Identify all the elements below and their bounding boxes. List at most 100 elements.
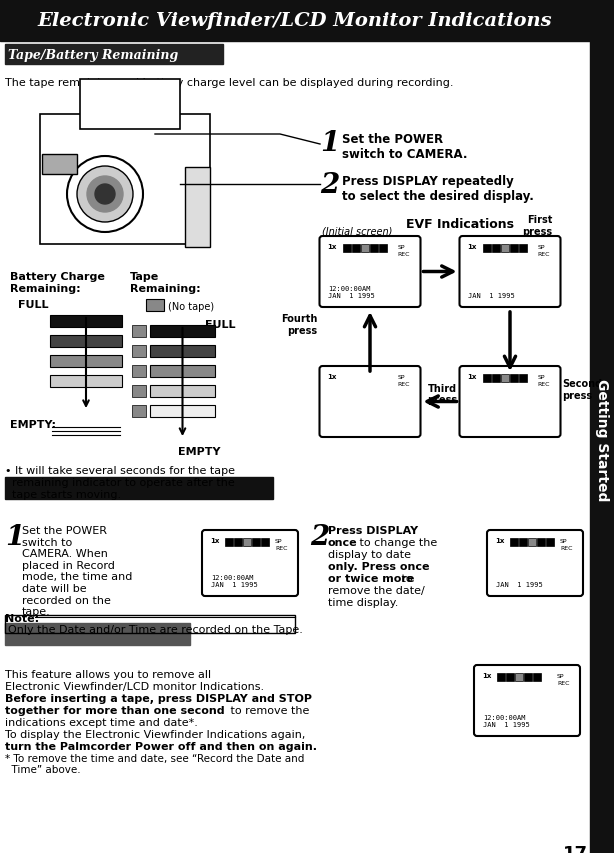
- Text: Only the Date and/or Time are recorded on the Tape.: Only the Date and/or Time are recorded o…: [8, 624, 303, 635]
- Bar: [510, 374, 518, 382]
- Bar: [132, 405, 146, 417]
- Text: or twice more: or twice more: [328, 573, 414, 583]
- Text: Getting Started: Getting Started: [595, 379, 609, 501]
- Text: Tape: Tape: [130, 272, 159, 281]
- Bar: [500, 374, 508, 382]
- Text: to: to: [398, 573, 413, 583]
- Text: Remaining:: Remaining:: [10, 284, 80, 293]
- Text: tape starts moving.: tape starts moving.: [5, 490, 121, 499]
- Text: Third
press: Third press: [427, 383, 457, 405]
- Text: JAN  1 1995: JAN 1 1995: [328, 293, 375, 299]
- Text: This feature allows you to remove all: This feature allows you to remove all: [5, 670, 211, 679]
- Text: to change the: to change the: [356, 537, 437, 548]
- Bar: [5, 45, 223, 65]
- Bar: [378, 245, 386, 252]
- Text: * To remove the time and date, see “Record the Date and: * To remove the time and date, see “Reco…: [5, 753, 305, 763]
- Text: Display-Off Mode: Display-Off Mode: [8, 647, 143, 661]
- FancyBboxPatch shape: [459, 237, 561, 308]
- Text: -: -: [160, 299, 166, 310]
- Text: EMPTY:: EMPTY:: [10, 420, 56, 430]
- Text: SP: SP: [397, 245, 405, 250]
- Bar: [50, 335, 122, 347]
- Text: • It will take several seconds for the tape: • It will take several seconds for the t…: [5, 466, 235, 475]
- Bar: [243, 538, 251, 547]
- Bar: [506, 673, 514, 682]
- Bar: [491, 374, 500, 382]
- Bar: [150, 366, 215, 378]
- Bar: [42, 154, 77, 175]
- Bar: [150, 326, 215, 338]
- Text: (No tape): (No tape): [168, 302, 214, 311]
- Text: 1x: 1x: [327, 374, 337, 380]
- Bar: [590, 0, 614, 853]
- Text: 12:00:00AM: 12:00:00AM: [211, 574, 254, 580]
- Text: 12:00:00AM: 12:00:00AM: [483, 714, 526, 720]
- Text: SP: SP: [557, 673, 564, 678]
- Text: Electronic Viewfinder/LCD Monitor Indications: Electronic Viewfinder/LCD Monitor Indica…: [37, 12, 553, 30]
- Text: REC: REC: [537, 381, 550, 386]
- FancyBboxPatch shape: [319, 367, 421, 438]
- Bar: [519, 538, 527, 547]
- Text: (Initial screen): (Initial screen): [322, 227, 393, 237]
- FancyBboxPatch shape: [474, 665, 580, 736]
- Bar: [132, 366, 146, 378]
- Text: REC: REC: [397, 381, 410, 386]
- Text: FULL: FULL: [205, 320, 236, 329]
- Bar: [483, 245, 491, 252]
- Text: EMPTY: EMPTY: [178, 446, 220, 456]
- Bar: [5, 615, 295, 633]
- Text: 1x: 1x: [482, 672, 491, 678]
- Text: 12:00:00AM: 12:00:00AM: [328, 286, 371, 292]
- Text: together for more than one second: together for more than one second: [5, 705, 225, 715]
- Text: Remaining:: Remaining:: [130, 284, 201, 293]
- Bar: [185, 168, 210, 247]
- Bar: [132, 386, 146, 397]
- Text: turn the Palmcorder Power off and then on again.: turn the Palmcorder Power off and then o…: [5, 741, 317, 751]
- Bar: [146, 299, 164, 311]
- Bar: [497, 673, 505, 682]
- Text: display to date: display to date: [328, 549, 411, 560]
- Text: First
press: First press: [523, 215, 553, 237]
- Circle shape: [67, 157, 143, 233]
- Bar: [515, 673, 523, 682]
- Text: SP: SP: [537, 374, 545, 380]
- Bar: [132, 326, 146, 338]
- Bar: [510, 538, 518, 547]
- Text: Set the POWER
switch to CAMERA.: Set the POWER switch to CAMERA.: [342, 133, 467, 161]
- Text: Before inserting a tape, press DISPLAY and STOP: Before inserting a tape, press DISPLAY a…: [5, 693, 312, 703]
- Text: time display.: time display.: [328, 597, 398, 607]
- Text: 1: 1: [320, 130, 340, 157]
- Circle shape: [87, 177, 123, 212]
- Text: Record the Date and Time: Record the Date and Time: [8, 502, 212, 515]
- Text: The tape remaining and battery charge level can be displayed during recording.: The tape remaining and battery charge le…: [5, 78, 454, 88]
- FancyBboxPatch shape: [319, 237, 421, 308]
- Bar: [524, 673, 532, 682]
- Text: Press DISPLAY: Press DISPLAY: [328, 525, 418, 536]
- Bar: [360, 245, 368, 252]
- Bar: [50, 356, 122, 368]
- FancyBboxPatch shape: [487, 531, 583, 596]
- Text: remaining indicator to operate after the: remaining indicator to operate after the: [5, 478, 235, 487]
- Bar: [234, 538, 242, 547]
- Text: Note:: Note:: [5, 613, 39, 624]
- Text: remove the date/: remove the date/: [328, 585, 425, 595]
- Bar: [518, 245, 526, 252]
- Text: REC: REC: [275, 545, 287, 550]
- Text: indications except time and date*.: indications except time and date*.: [5, 717, 198, 727]
- Text: Press DISPLAY repeatedly
to select the desired display.: Press DISPLAY repeatedly to select the d…: [342, 175, 534, 203]
- Text: REC: REC: [560, 545, 572, 550]
- Bar: [343, 245, 351, 252]
- Bar: [533, 673, 541, 682]
- Text: JAN  1 1995: JAN 1 1995: [483, 721, 530, 727]
- Text: SP: SP: [275, 538, 282, 543]
- Bar: [528, 538, 536, 547]
- Text: JAN  1 1995: JAN 1 1995: [468, 293, 515, 299]
- Bar: [0, 0, 590, 42]
- Text: SP: SP: [397, 374, 405, 380]
- Text: Set the POWER
switch to
CAMERA. When
placed in Record
mode, the time and
date wi: Set the POWER switch to CAMERA. When pla…: [22, 525, 133, 617]
- Bar: [537, 538, 545, 547]
- Bar: [370, 245, 378, 252]
- Text: SP: SP: [537, 245, 545, 250]
- Bar: [351, 245, 360, 252]
- Text: JAN  1 1995: JAN 1 1995: [496, 581, 543, 588]
